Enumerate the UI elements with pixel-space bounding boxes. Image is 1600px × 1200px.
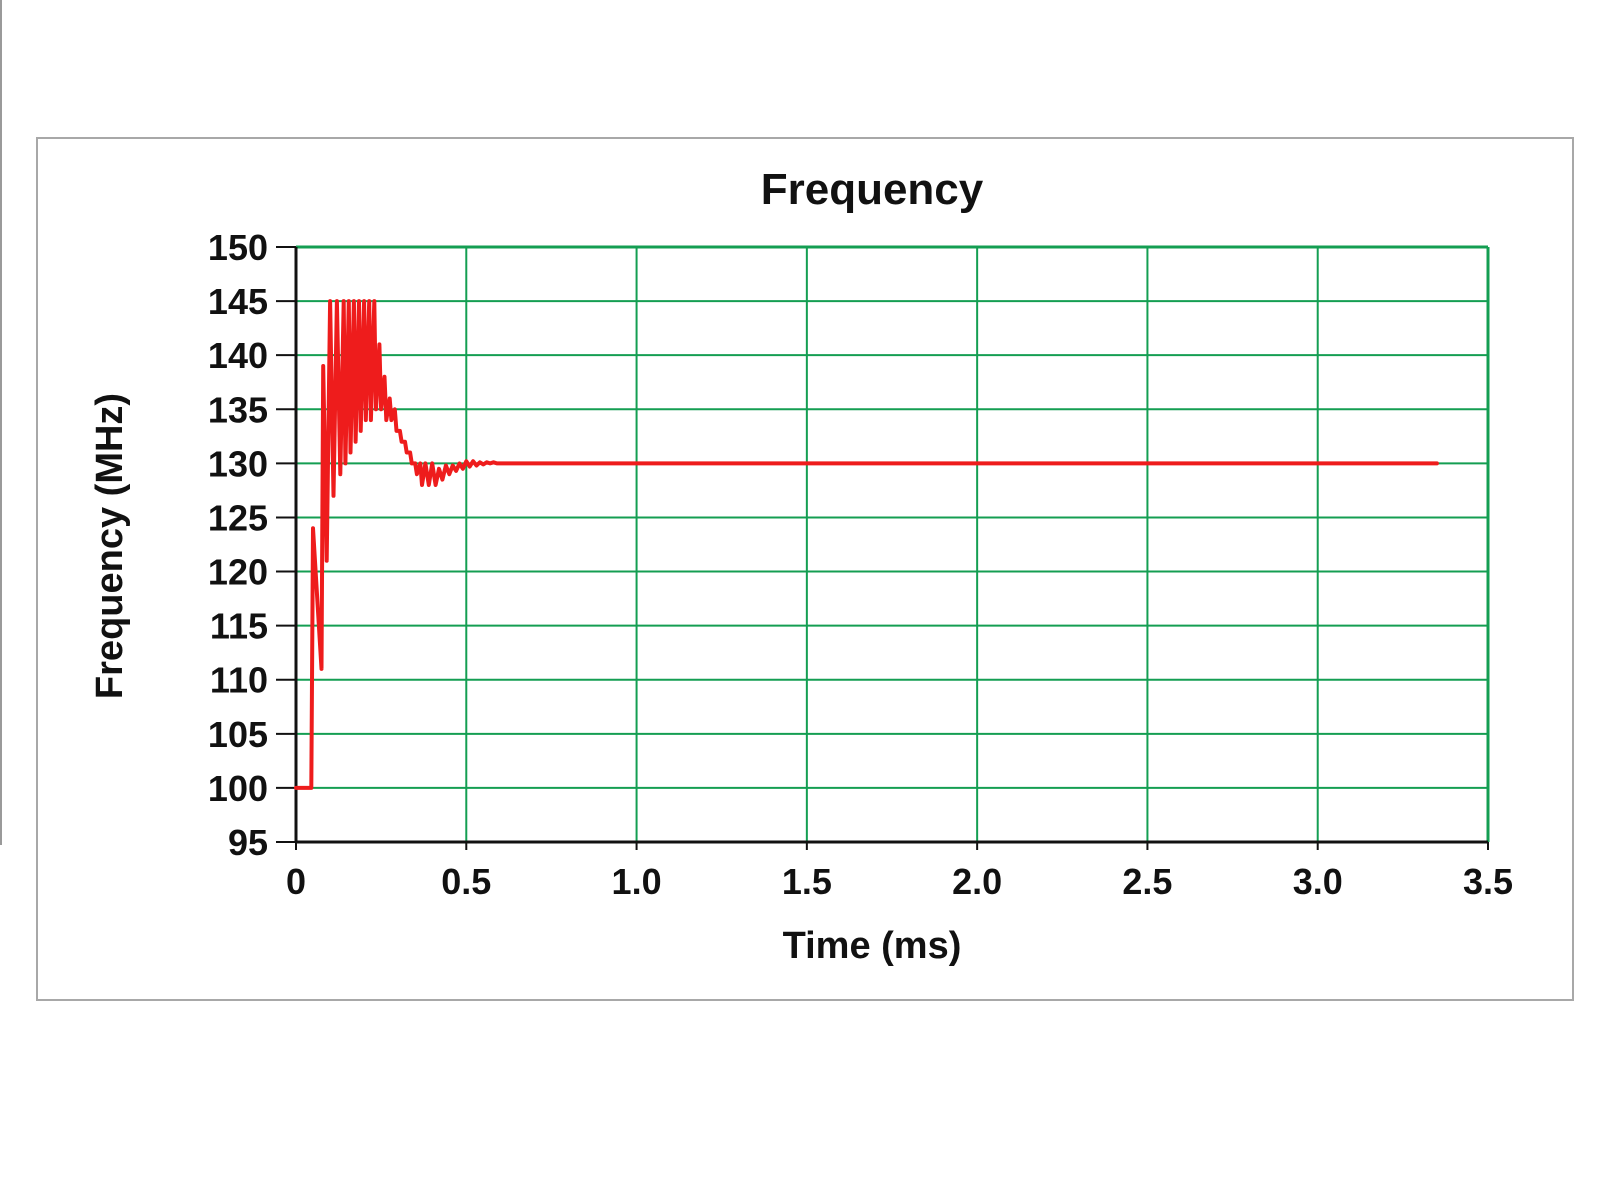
- y-axis-label: Frequency (MHz): [89, 393, 131, 699]
- y-tick-label-10: 100: [208, 768, 268, 809]
- grid-lines: [296, 245, 1490, 842]
- series-layer: [294, 299, 1439, 790]
- y-tick-label-11: 95: [228, 822, 268, 863]
- left-edge-mark: [0, 0, 2, 845]
- series-line-0: [294, 299, 1439, 790]
- x-tick-label-5: 2.5: [1122, 861, 1172, 902]
- tick-labels: 150 145 140 135 130 125 120 115 110 105 100 95 0 0.5 1…: [208, 227, 1513, 902]
- y-tick-label-3: 135: [208, 389, 268, 430]
- y-tick-label-8: 110: [210, 660, 268, 701]
- y-tick-label-9: 105: [208, 714, 268, 755]
- y-tick-label-1: 145: [208, 281, 268, 322]
- chart-title: Frequency: [761, 165, 984, 214]
- y-tick-label-2: 140: [208, 335, 268, 376]
- axes: [294, 247, 1488, 844]
- y-tick-label-6: 120: [208, 552, 268, 593]
- x-tick-label-6: 3.0: [1293, 861, 1343, 902]
- x-axis-label: Time (ms): [783, 925, 962, 967]
- x-tick-label-2: 1.0: [612, 861, 662, 902]
- x-tick-label-1: 0.5: [441, 861, 491, 902]
- y-tick-label-5: 125: [208, 497, 268, 538]
- y-tick-label-7: 115: [210, 606, 268, 647]
- x-tick-label-7: 3.5: [1463, 861, 1513, 902]
- y-tick-label-4: 130: [208, 443, 268, 484]
- x-tick-label-3: 1.5: [782, 861, 832, 902]
- x-tick-label-4: 2.0: [952, 861, 1002, 902]
- x-tick-label-0: 0: [286, 861, 306, 902]
- y-tick-label-0: 150: [208, 227, 268, 268]
